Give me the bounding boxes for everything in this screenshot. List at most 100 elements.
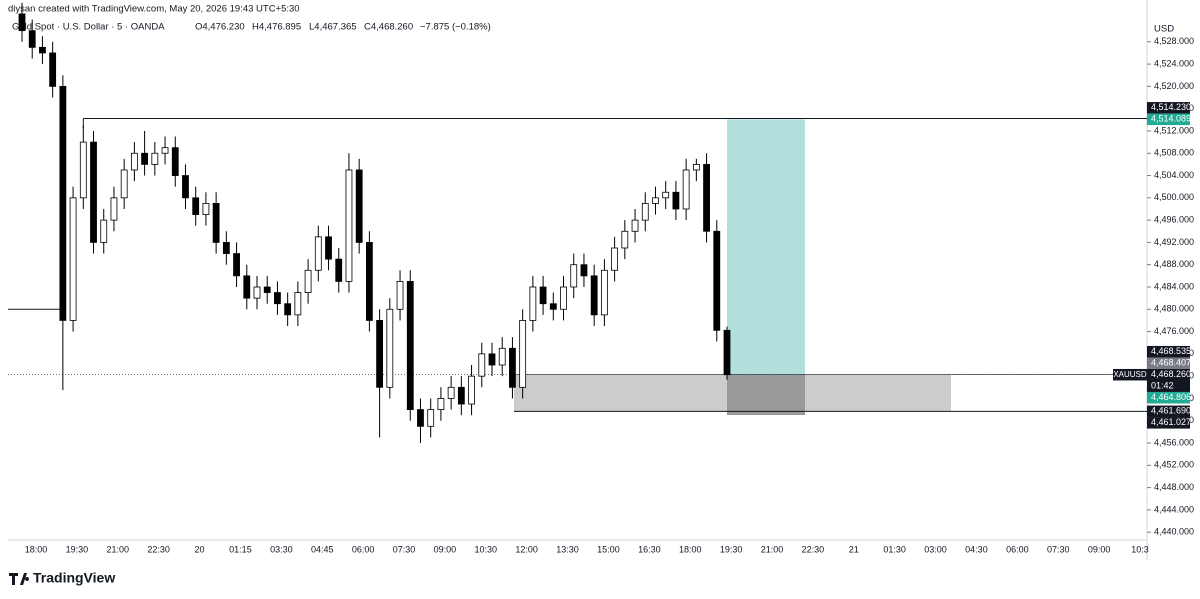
candle-body [386,308,394,388]
legend-symbol: Gold Spot · U.S. Dollar · 5 · OANDA [12,22,165,33]
x-tick-label: 09:00 [1088,544,1111,554]
x-tick-label: 01:30 [883,544,906,554]
stop-box [727,374,805,416]
candle-body [294,292,302,316]
x-tick-label: 09:00 [434,544,457,554]
brand: TradingView [33,570,115,586]
candle-body [621,230,629,249]
price-label: 4,464.806 [1151,392,1191,402]
credit: diysan created with TradingView.com, May… [8,4,300,15]
logo: TradingView [9,570,115,586]
price-label-box [1147,391,1190,404]
price-label: 4,461.027 [1151,417,1191,427]
candle-body [672,191,680,210]
target-box [727,119,805,375]
price-label-box [1147,405,1190,418]
y-tick-label: 4,440.000 [1154,527,1194,537]
candle-body [498,347,506,366]
candle-body [662,191,670,199]
candle-body [79,141,87,199]
y-tick-label: 4,496.000 [1154,214,1194,224]
x-tick-label: 04:30 [965,544,988,554]
x-tick-label: 20 [195,544,205,554]
legend: Gold Spot · U.S. Dollar · 5 · OANDA O4,4… [12,22,491,33]
legend-low: L4,467.365 [309,22,357,33]
legend-change: −7.875 (−0.18%) [420,22,491,33]
x-tick-label: 19:30 [66,544,89,554]
candle-body [509,347,516,388]
candle-body [39,46,46,54]
candle-body [28,30,36,48]
candle-body [580,264,588,277]
candle-body [457,386,465,405]
candle-body [417,409,424,427]
candle-body [478,353,486,377]
price-label: 4,514.230 [1151,102,1191,112]
y-tick-label: 4,512.000 [1154,125,1194,135]
candle-body [488,353,496,366]
y-tick-label: 4,492.000 [1154,237,1194,247]
price-label: 4,468.260 [1151,369,1191,379]
legend-high: H4,476.895 [252,22,301,33]
candle-body [600,269,608,316]
price-label-box [1147,417,1190,429]
y-tick-label: 4,480.000 [1154,304,1194,314]
candle-body [355,169,363,243]
candle-body [427,409,435,427]
logo-icon [9,573,30,585]
candle-body [263,286,271,293]
candle-body [447,386,455,399]
candle-body [304,269,312,293]
candle-body [212,203,220,243]
candle-body [335,258,343,282]
x-tick-label: 06:00 [1006,544,1029,554]
candle-body [314,236,322,271]
y-tick-label: 4,452.000 [1154,460,1194,470]
price-label: 4,461.690 [1151,406,1191,416]
candle-body [141,152,149,165]
candle-body [703,163,710,232]
x-tick-label: 21:00 [761,544,784,554]
candle-body [161,147,169,154]
candle-body [202,203,210,215]
x-tick-label: 01:15 [229,544,252,554]
candle-body [192,197,200,215]
legend-open: O4,476.230 [195,22,245,33]
price-label: 4,514.089 [1151,114,1191,124]
candle-body [90,141,97,243]
y-tick-label: 4,488.000 [1154,259,1194,269]
candle-body [652,197,659,204]
x-tick-label: 07:30 [1047,544,1070,554]
x-tick-label: 15:00 [597,544,620,554]
x-tick-label: 12:00 [515,544,538,554]
candle-body [182,175,189,199]
symbol-tag [1113,368,1147,381]
x-tick-label: 06:00 [352,544,375,554]
candle-body [69,197,77,321]
candle-body [692,163,700,171]
candle-body [100,219,108,243]
x-tick-label: 07:30 [393,544,416,554]
candle-body [519,320,527,388]
x-tick-label: 04:45 [311,544,334,554]
y-tick-label: 4,444.000 [1154,504,1194,514]
x-tick-label: 22:30 [147,544,170,554]
candle-body [682,169,690,210]
candle-body [723,329,731,376]
candle-body [243,275,251,299]
y-tick-label: 4,500.000 [1154,192,1194,202]
countdown: 01:42 [1151,381,1174,391]
price-label-box [1147,357,1190,369]
candle-body [222,242,230,254]
y-tick-label: 4,524.000 [1154,58,1194,68]
candle-body [570,264,578,288]
y-tick-label: 4,484.000 [1154,281,1194,291]
candle-body [171,147,179,176]
candle-body [713,230,721,331]
x-tick-label: 18:00 [25,544,48,554]
price-label: 4,468.535 [1151,346,1191,356]
x-tick-label: 03:30 [270,544,293,554]
x-tick-label: 10:3 [1131,544,1149,554]
x-tick-label: 21 [849,544,859,554]
